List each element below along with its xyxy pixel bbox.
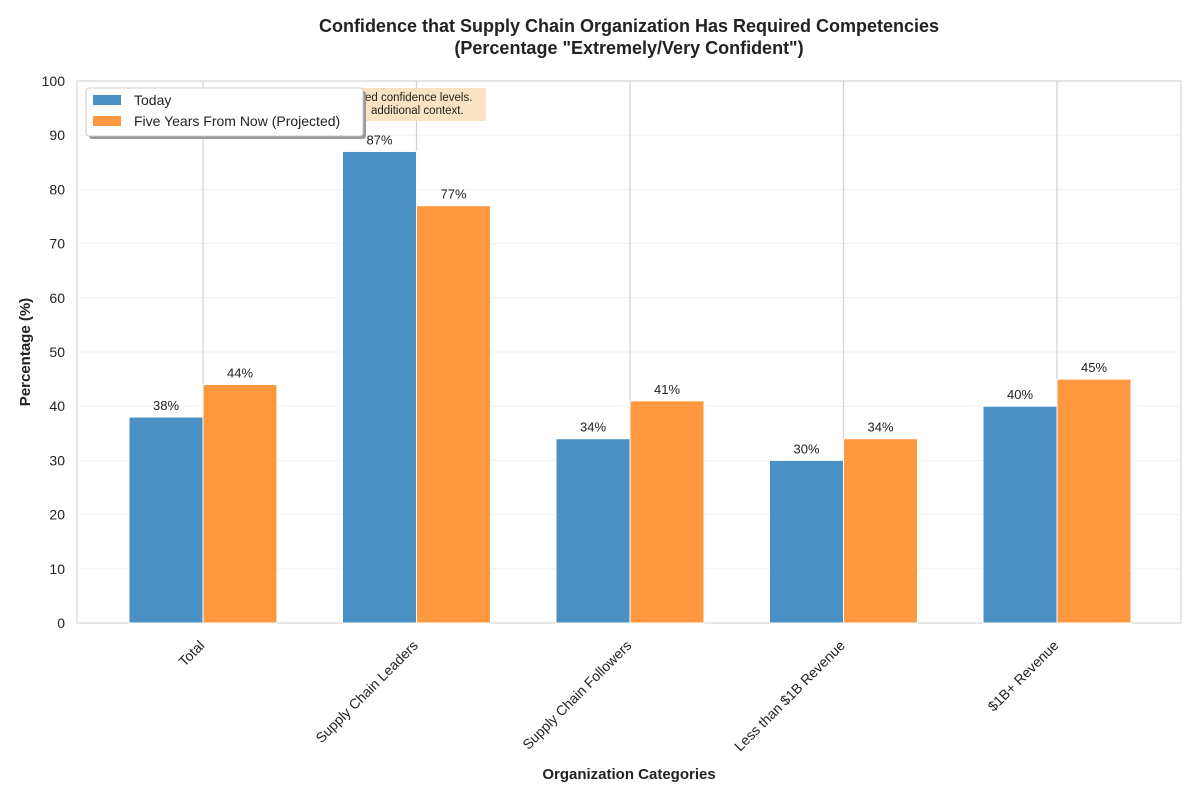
legend-swatch-today [93, 95, 121, 105]
bar-today-2 [555, 438, 631, 624]
x-axis-label: Organization Categories [542, 766, 715, 783]
data-label-projected-1: 77% [440, 187, 466, 202]
y-tick-label: 10 [49, 561, 65, 577]
bar-today-3 [769, 459, 844, 624]
y-tick-label: 0 [57, 615, 65, 631]
y-tick-label: 100 [42, 73, 66, 89]
data-label-projected-0: 44% [227, 366, 253, 381]
x-tick-label-2: Supply Chain Followers [519, 637, 634, 752]
y-tick-label: 60 [49, 290, 65, 306]
data-label-today-2: 34% [580, 420, 606, 435]
y-tick-label: 30 [49, 452, 65, 468]
y-tick-label: 70 [49, 236, 65, 252]
y-axis-ticks: 0 10 20 30 40 50 60 70 80 90 100 [42, 73, 66, 631]
annotation-line-1: ed confidence levels. [365, 92, 472, 104]
y-axis-label: Percentage (%) [17, 298, 34, 406]
legend-label-today: Today [134, 92, 171, 108]
annotation-line-2: additional context. [371, 105, 464, 117]
bar-projected-2 [629, 400, 705, 624]
y-tick-label: 50 [49, 344, 65, 360]
annotation: ed confidence levels. additional context… [352, 88, 486, 121]
data-label-projected-2: 41% [654, 382, 680, 397]
data-label-today-1: 87% [366, 132, 392, 147]
bar-today-0 [128, 416, 204, 624]
bar-projected-1 [416, 205, 491, 624]
x-tick-label-1: Supply Chain Leaders [312, 637, 421, 746]
legend: Today Five Years From Now (Projected) [85, 87, 366, 139]
y-tick-label: 20 [49, 507, 65, 523]
x-axis-ticks: Total Supply Chain Leaders Supply Chain Fo… [175, 637, 1061, 754]
annotation-box [352, 88, 486, 121]
data-label-today-3: 30% [793, 441, 819, 456]
x-tick-label-4: $1B+ Revenue [984, 637, 1061, 714]
chart-subtitle: (Percentage "Extremely/Very Confident") [454, 38, 803, 58]
bars [128, 150, 1132, 624]
data-label-today-4: 40% [1007, 387, 1033, 402]
legend-swatch-projected [93, 116, 121, 126]
y-tick-label: 80 [49, 181, 65, 197]
data-label-today-0: 38% [153, 398, 179, 413]
legend-box [85, 87, 364, 137]
x-tick-label-3: Less than $1B Revenue [731, 637, 848, 754]
x-tick-label-0: Total [175, 637, 207, 669]
y-tick-label: 90 [49, 127, 65, 143]
bar-today-1 [342, 150, 417, 624]
data-label-projected-3: 34% [867, 420, 893, 435]
bar-projected-4 [1056, 378, 1132, 624]
bar-projected-0 [202, 384, 278, 624]
legend-label-projected: Five Years From Now (Projected) [134, 113, 340, 129]
y-tick-label: 40 [49, 398, 65, 414]
bar-projected-3 [843, 438, 918, 624]
data-labels: 38% 87% 34% 30% 40% 44% 77% 41% 34% 45% [153, 132, 1107, 456]
data-label-projected-4: 45% [1081, 360, 1107, 375]
bar-today-4 [982, 405, 1058, 624]
chart-title: Confidence that Supply Chain Organizatio… [319, 16, 939, 36]
